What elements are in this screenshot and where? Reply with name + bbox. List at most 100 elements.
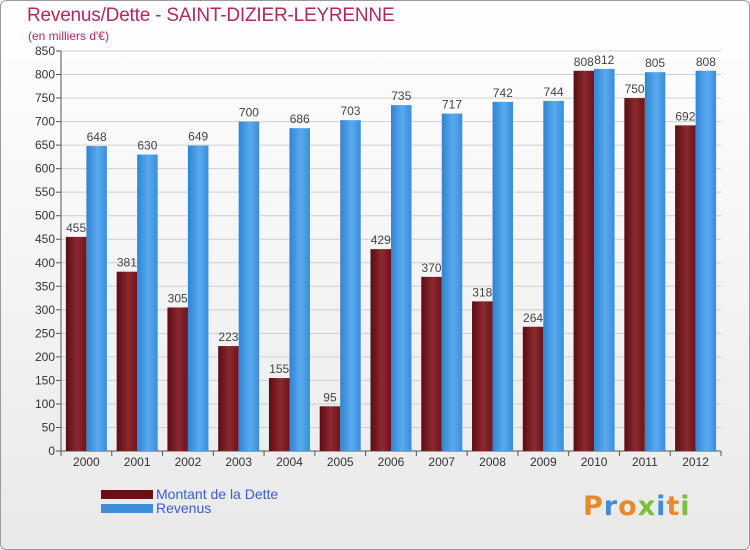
logo-letter: i (680, 491, 691, 522)
bar-revenus (594, 68, 615, 451)
logo-letter: P (583, 491, 604, 522)
data-label-dette: 692 (675, 109, 695, 123)
bar-revenus (543, 100, 564, 451)
logo-letter: o (618, 491, 638, 522)
legend-swatch-dette (101, 489, 153, 499)
y-tick-label: 450 (35, 232, 55, 246)
data-label-dette: 155 (269, 362, 289, 376)
data-label-revenus: 703 (340, 104, 360, 118)
x-tick-label: 2006 (378, 455, 405, 469)
legend-item-revenus: Revenus (101, 500, 278, 516)
y-tick-label: 250 (35, 326, 55, 340)
x-tick-label: 2002 (175, 455, 202, 469)
bar-revenus (695, 70, 717, 451)
legend-item-dette: Montant de la Dette (101, 486, 279, 502)
data-label-revenus: 630 (137, 139, 157, 153)
bar-revenus (441, 113, 463, 452)
bar-revenus (492, 101, 514, 451)
bar-dette (167, 307, 188, 451)
logo-letter: r (603, 491, 619, 522)
data-label-dette: 305 (168, 291, 188, 305)
x-tick-label: 2008 (479, 455, 506, 469)
data-label-revenus: 648 (87, 130, 107, 144)
proxiti-logo: Proxiti (583, 491, 691, 522)
bar-dette (319, 406, 341, 451)
data-label-revenus: 649 (188, 130, 208, 144)
y-tick-label: 550 (35, 185, 55, 199)
data-label-revenus: 686 (290, 112, 310, 126)
data-label-dette: 318 (472, 285, 492, 299)
chart-title: Revenus/Dette - SAINT-DIZIER-LEYRENNE (27, 5, 395, 26)
bar-dette (675, 125, 696, 452)
y-tick-label: 200 (35, 350, 55, 364)
chart-subtitle: (en milliers d'€) (28, 29, 109, 43)
data-label-revenus: 735 (391, 89, 411, 103)
y-tick-label: 100 (35, 397, 55, 411)
data-label-revenus: 742 (493, 86, 513, 100)
x-tick-label: 2009 (530, 455, 557, 469)
bar-revenus (340, 120, 361, 452)
y-tick-label: 650 (35, 138, 55, 152)
bar-revenus (187, 145, 209, 451)
x-tick-label: 2011 (632, 455, 658, 469)
data-label-dette: 223 (218, 330, 238, 344)
bar-dette (421, 276, 442, 451)
y-tick-label: 150 (35, 373, 55, 387)
y-tick-label: 750 (35, 91, 55, 105)
logo-letter: t (666, 491, 681, 522)
logo-letter: i (656, 491, 667, 522)
y-tick-label: 50 (42, 420, 56, 434)
bar-revenus (391, 105, 412, 451)
data-label-dette: 808 (574, 55, 594, 69)
legend: Montant de la Dette Revenus (101, 486, 279, 516)
bar-dette (522, 326, 544, 451)
y-tick-label: 0 (48, 444, 55, 458)
x-tick-label: 2007 (428, 455, 455, 469)
x-tick-label: 2005 (327, 455, 354, 469)
legend-label-revenus: Revenus (156, 500, 212, 516)
legend-label-dette: Montant de la Dette (156, 486, 279, 502)
y-tick-label: 350 (35, 279, 55, 293)
data-label-revenus: 700 (239, 106, 259, 120)
data-label-dette: 429 (371, 233, 391, 247)
data-label-revenus: 744 (544, 85, 564, 99)
bar-dette (218, 346, 239, 451)
data-label-dette: 264 (523, 311, 543, 325)
bar-dette (624, 98, 645, 451)
bar-dette (268, 378, 290, 451)
bar-dette (573, 70, 595, 451)
data-label-dette: 95 (323, 390, 337, 404)
data-label-revenus: 808 (696, 55, 716, 69)
logo-letter: x (637, 491, 657, 522)
bar-dette (116, 271, 138, 451)
x-tick-label: 2000 (73, 455, 100, 469)
y-tick-label: 800 (35, 68, 55, 82)
x-tick-label: 2001 (124, 455, 151, 469)
x-tick-label: 2012 (682, 455, 709, 469)
data-label-dette: 370 (422, 261, 442, 275)
legend-swatch-revenus (101, 503, 153, 513)
bar-revenus (86, 146, 107, 451)
x-tick-label: 2003 (225, 455, 252, 469)
bar-revenus (137, 154, 158, 451)
y-tick-label: 300 (35, 303, 55, 317)
y-tick-label: 400 (35, 256, 55, 270)
data-label-revenus: 717 (442, 98, 462, 112)
data-label-dette: 750 (625, 82, 645, 96)
x-tick-label: 2010 (581, 455, 608, 469)
data-label-dette: 455 (66, 221, 86, 235)
data-label-revenus: 812 (594, 53, 614, 67)
x-tick-label: 2004 (276, 455, 303, 469)
y-tick-label: 850 (35, 44, 55, 58)
data-label-revenus: 805 (645, 56, 665, 70)
y-tick-label: 600 (35, 162, 55, 176)
y-tick-label: 700 (35, 115, 55, 129)
bar-dette (370, 249, 391, 451)
data-label-dette: 381 (117, 256, 137, 270)
bar-revenus (238, 121, 260, 452)
bar-dette (65, 236, 87, 451)
bar-revenus (289, 128, 310, 452)
bar-revenus (644, 72, 666, 452)
